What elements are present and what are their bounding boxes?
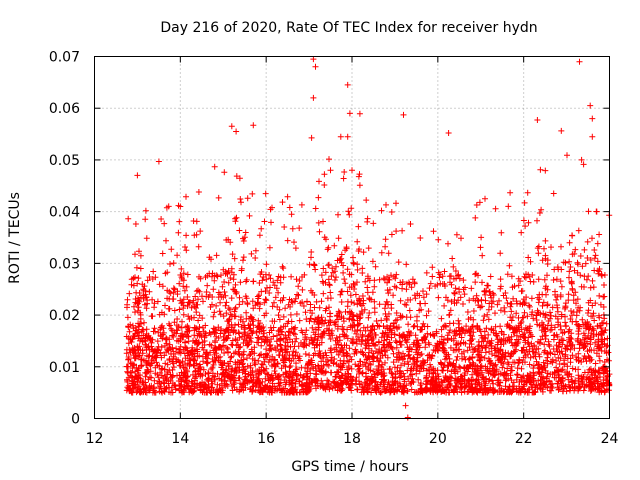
x-tick-label: 18 (343, 431, 361, 447)
data-points (123, 56, 613, 421)
x-tick-label: 20 (429, 431, 447, 447)
x-tick-label: 24 (601, 431, 619, 447)
x-tick-labels: 12 14 16 18 20 22 24 (86, 431, 619, 447)
x-tick-label: 16 (257, 431, 275, 447)
y-tick-label: 0 (71, 412, 80, 428)
y-tick-label: 0.07 (49, 50, 80, 66)
y-tick-label: 0.01 (49, 360, 80, 376)
y-tick-labels: 0 0.01 0.02 0.03 0.04 0.05 0.06 0.07 (49, 50, 80, 428)
y-tick-label: 0.03 (49, 256, 80, 272)
chart-title: Day 216 of 2020, Rate Of TEC Index for r… (160, 20, 537, 36)
y-axis-label: ROTI / TECUs (7, 192, 23, 284)
scatter-markers (123, 56, 613, 421)
x-tick-label: 22 (515, 431, 533, 447)
y-tick-label: 0.05 (49, 153, 80, 169)
y-tick-label: 0.02 (49, 308, 80, 324)
x-axis-label: GPS time / hours (291, 459, 408, 475)
y-tick-label: 0.04 (49, 205, 80, 221)
y-tick-label: 0.06 (49, 101, 80, 117)
x-tick-label: 14 (171, 431, 189, 447)
axis-ticks (94, 56, 610, 419)
x-tick-label: 12 (86, 431, 104, 447)
